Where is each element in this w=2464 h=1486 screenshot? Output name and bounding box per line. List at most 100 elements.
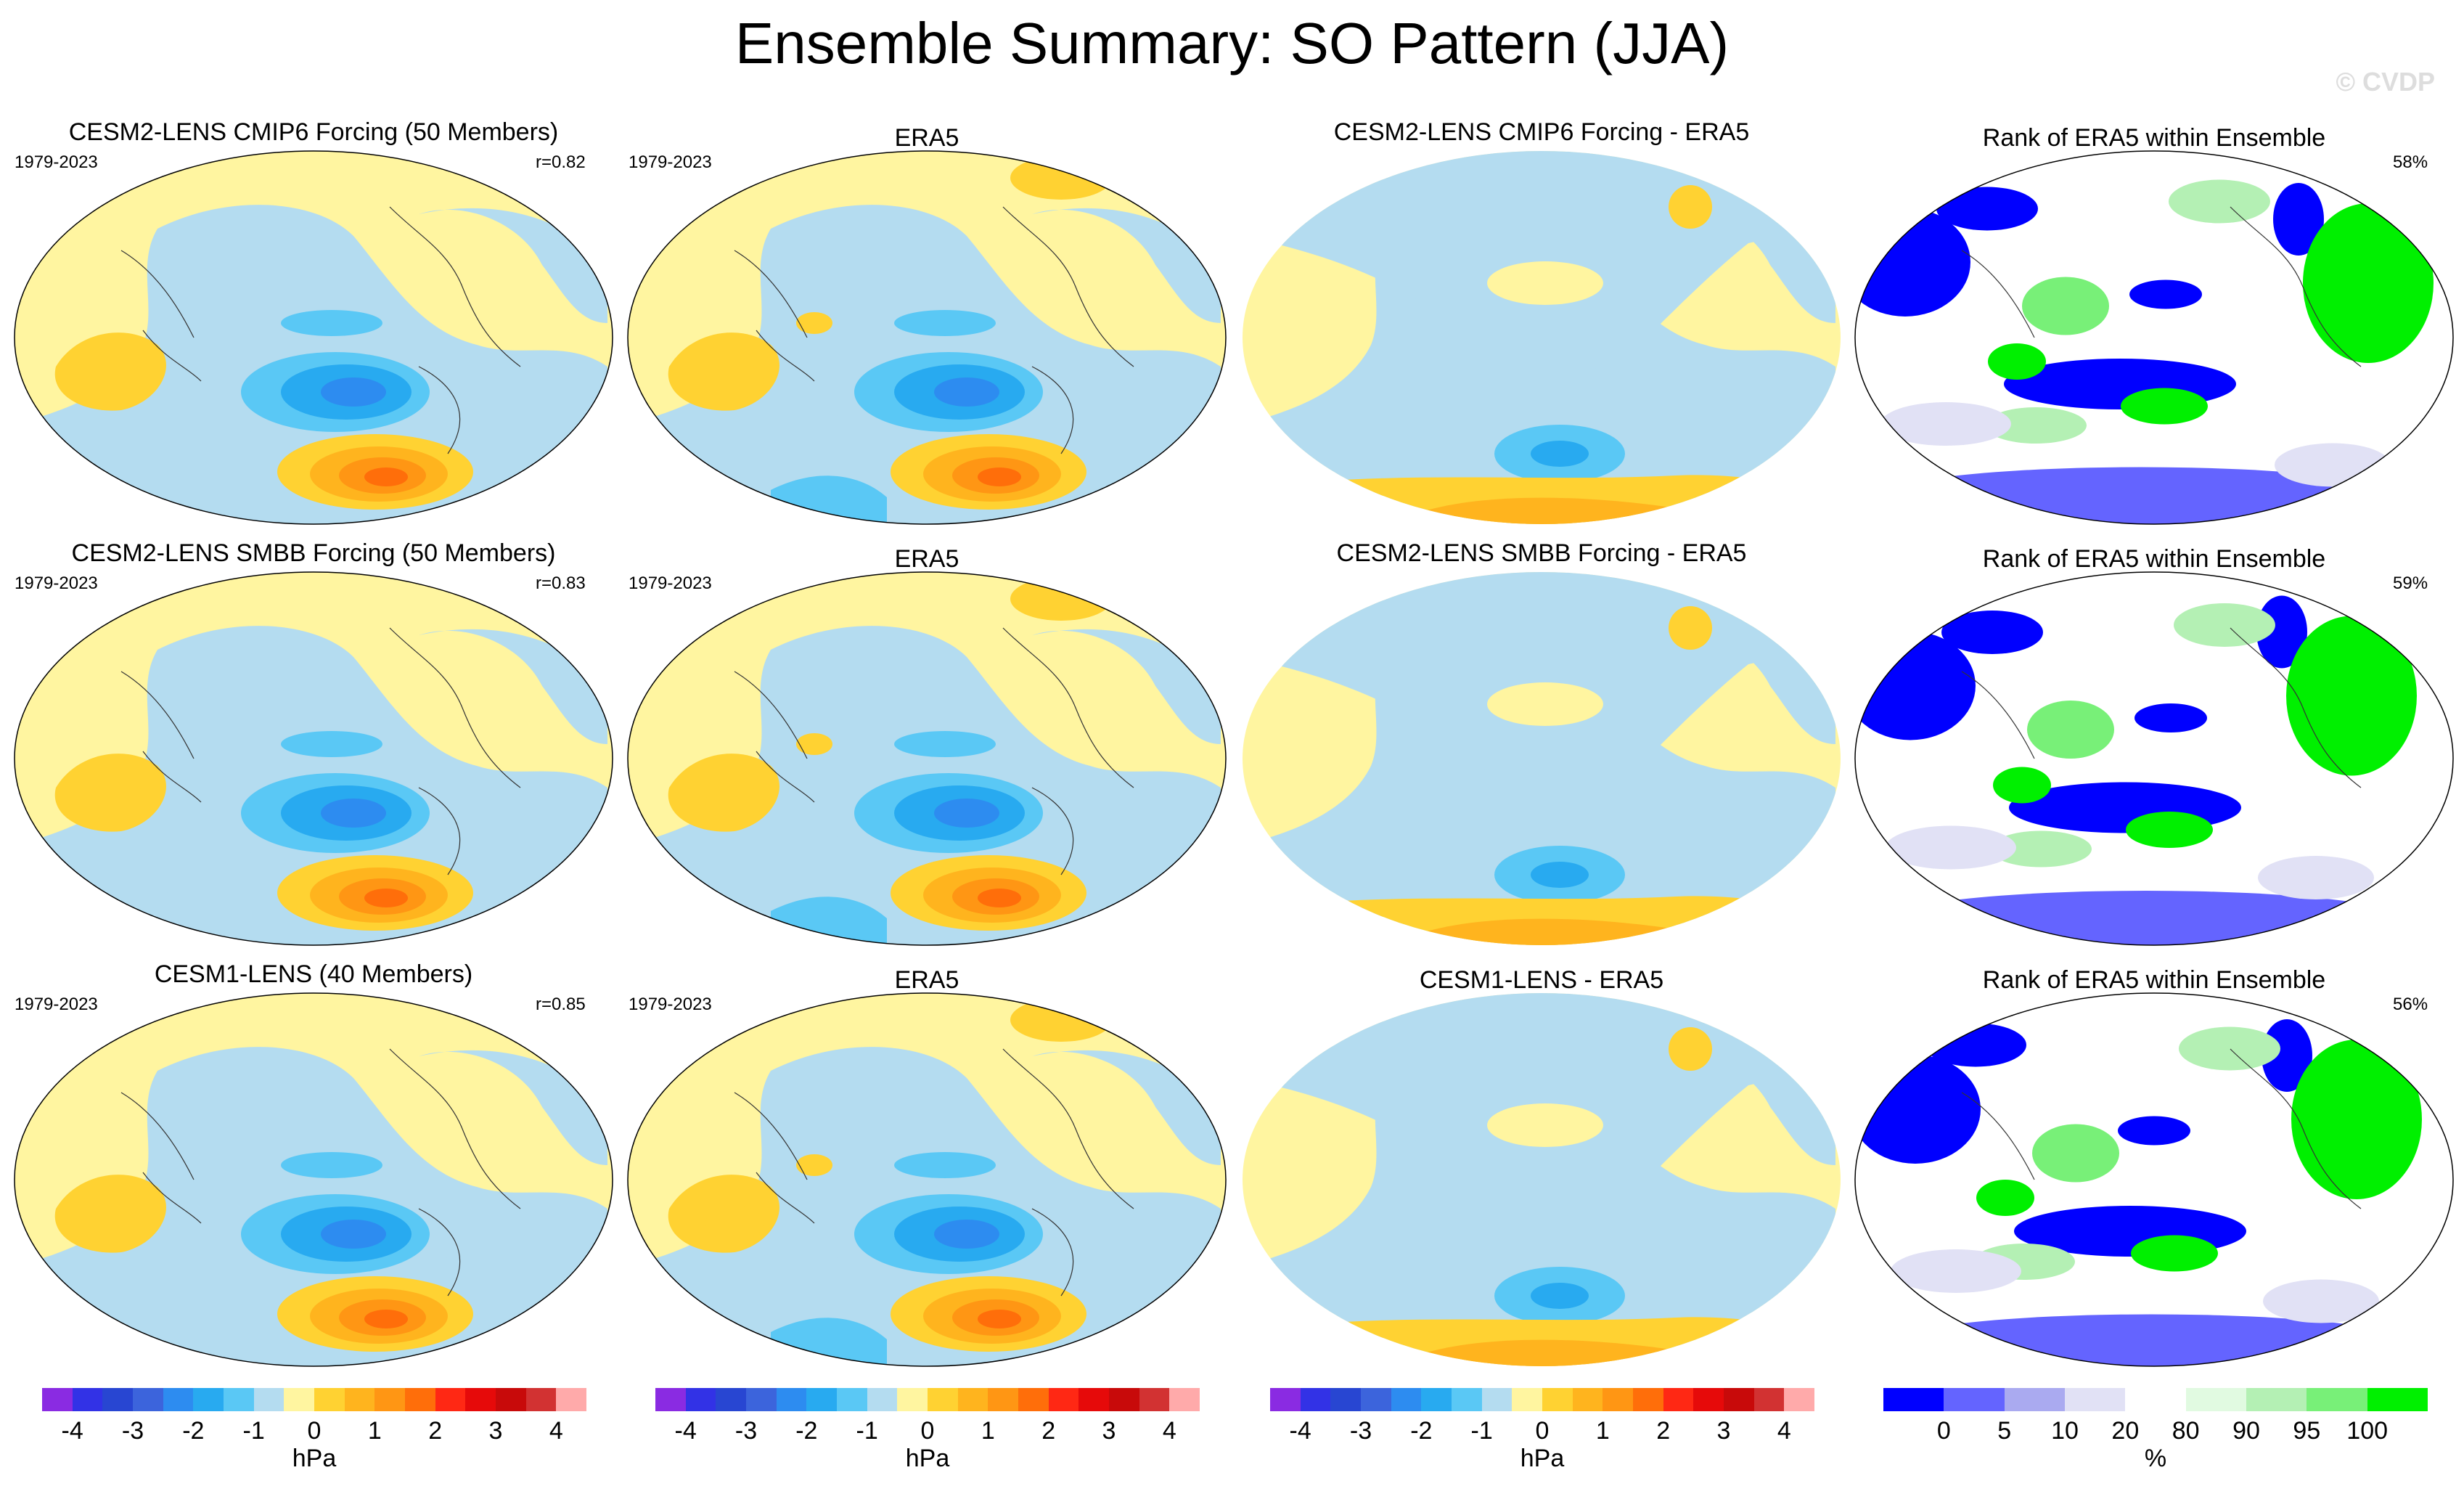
colorbar-swatch [163, 1388, 194, 1411]
colorbar-swatch [284, 1388, 315, 1411]
colorbar-tick-label: 80 [2172, 1417, 2200, 1445]
colorbar-tick-label: 100 [2346, 1417, 2389, 1445]
slp-colorbar: -4 -3 -2 -1 0 1 2 3 4 hPa [42, 1388, 587, 1475]
colorbar-swatch [988, 1388, 1019, 1411]
colorbar-tick-label: 1 [1595, 1417, 1610, 1445]
colorbar-tick-label: -4 [674, 1417, 697, 1445]
colorbar-swatch [1633, 1388, 1664, 1411]
colorbar-swatch [806, 1388, 838, 1411]
colorbar-swatch [1572, 1388, 1603, 1411]
colorbar-swatch [556, 1388, 587, 1411]
colorbar-tick-label: 4 [1777, 1417, 1791, 1445]
colorbar-unit-label: hPa [292, 1445, 337, 1472]
colorbar-tick-label: 0 [920, 1417, 935, 1445]
colorbar-swatch [344, 1388, 375, 1411]
colorbar-swatch [716, 1388, 747, 1411]
period-label: 1979-2023 [629, 995, 712, 1014]
colorbar-tick-label: -1 [242, 1417, 265, 1445]
colorbar-swatch [1784, 1388, 1815, 1411]
difference-slp-map [1243, 993, 1841, 1366]
colorbar-unit-label: hPa [905, 1445, 950, 1472]
colorbar-tick-label: -3 [121, 1417, 144, 1445]
rank-colorbar: 0 5 10 20 80 90 95 100% [1883, 1388, 2428, 1475]
colorbar-swatch [1270, 1388, 1301, 1411]
colorbar-swatch [2307, 1388, 2368, 1411]
watermark: © CVDP [2336, 67, 2435, 97]
period-label: 1979-2023 [15, 995, 98, 1014]
colorbar-swatch [405, 1388, 436, 1411]
colorbar-tick-label: -2 [1410, 1417, 1433, 1445]
colorbar-swatch [1481, 1388, 1513, 1411]
page-title: Ensemble Summary: SO Pattern (JJA) [734, 11, 1730, 75]
colorbar-tick-label: 10 [2051, 1417, 2079, 1445]
colorbar-swatch [1109, 1388, 1140, 1411]
colorbar-swatch [435, 1388, 466, 1411]
colorbar-swatch [224, 1388, 255, 1411]
panel-title-obs: ERA5 [894, 124, 959, 152]
panel-title-diff: CESM2-LENS SMBB Forcing - ERA5 [1336, 539, 1747, 567]
rank-percent-label: 56% [2393, 995, 2428, 1014]
correlation-label: r=0.82 [536, 152, 586, 172]
colorbar-swatch [1139, 1388, 1170, 1411]
colorbar-swatch [837, 1388, 868, 1411]
colorbar-swatch [465, 1388, 496, 1411]
colorbar-swatch [1753, 1388, 1785, 1411]
colorbar-tick-label: 90 [2232, 1417, 2260, 1445]
colorbar-swatch [897, 1388, 928, 1411]
colorbar-swatch [1078, 1388, 1110, 1411]
model-slp-map [14, 150, 613, 525]
rank-percent-label: 59% [2393, 573, 2428, 593]
colorbar-swatch [193, 1388, 224, 1411]
colorbar-swatch [1512, 1388, 1543, 1411]
obs-slp-map [627, 571, 1227, 946]
difference-slp-map [1243, 572, 1841, 945]
colorbar-tick-label: -3 [1349, 1417, 1372, 1445]
colorbar-tick-label: 0 [307, 1417, 322, 1445]
colorbar-tick-label: -4 [61, 1417, 83, 1445]
panel-title-diff: CESM1-LENS - ERA5 [1419, 966, 1664, 994]
colorbar-unit-label: % [2144, 1445, 2167, 1472]
colorbar-tick-label: 1 [981, 1417, 995, 1445]
slp-colorbar: -4 -3 -2 -1 0 1 2 3 4 hPa [655, 1388, 1200, 1475]
colorbar-swatch [2125, 1388, 2187, 1411]
panel-title-obs: ERA5 [894, 545, 959, 573]
difference-slp-map [1243, 151, 1841, 524]
colorbar-swatch [1883, 1388, 1944, 1411]
colorbar-swatch [102, 1388, 134, 1411]
colorbar-swatch [133, 1388, 164, 1411]
colorbar-swatch [374, 1388, 406, 1411]
colorbar-tick-label: -2 [182, 1417, 205, 1445]
colorbar-tick-label: 3 [1716, 1417, 1731, 1445]
colorbar-swatch [1169, 1388, 1200, 1411]
colorbar-swatch [867, 1388, 898, 1411]
colorbar-swatch [496, 1388, 527, 1411]
obs-slp-map [627, 992, 1227, 1367]
colorbar-tick-label: 4 [549, 1417, 563, 1445]
panel-title-model: CESM2-LENS SMBB Forcing (50 Members) [71, 539, 556, 567]
colorbar-swatch [2246, 1388, 2307, 1411]
panel-title-obs: ERA5 [894, 966, 959, 994]
colorbar-swatch [776, 1388, 807, 1411]
colorbar-swatch [1330, 1388, 1362, 1411]
slp-colorbar: -4 -3 -2 -1 0 1 2 3 4 hPa [1270, 1388, 1815, 1475]
colorbar-swatch [1361, 1388, 1392, 1411]
colorbar-swatch [42, 1388, 73, 1411]
period-label: 1979-2023 [629, 152, 712, 172]
colorbar-swatch [2004, 1388, 2066, 1411]
colorbar-swatch [685, 1388, 716, 1411]
colorbar-swatch [1300, 1388, 1331, 1411]
colorbar-tick-label: 2 [428, 1417, 443, 1445]
rank-percent-label: 58% [2393, 152, 2428, 172]
correlation-label: r=0.83 [536, 573, 586, 593]
colorbar-swatch [1663, 1388, 1694, 1411]
colorbar-swatch [253, 1388, 285, 1411]
panel-title-model: CESM1-LENS (40 Members) [154, 960, 473, 988]
colorbar-swatch [525, 1388, 557, 1411]
colorbar-tick-label: 2 [1656, 1417, 1671, 1445]
panel-title-model: CESM2-LENS CMIP6 Forcing (50 Members) [68, 118, 559, 146]
colorbar-swatch [2065, 1388, 2126, 1411]
colorbar-swatch [1391, 1388, 1422, 1411]
panel-title-rank: Rank of ERA5 within Ensemble [1982, 545, 2326, 573]
colorbar-tick-label: -1 [856, 1417, 878, 1445]
colorbar-tick-label: 4 [1162, 1417, 1176, 1445]
